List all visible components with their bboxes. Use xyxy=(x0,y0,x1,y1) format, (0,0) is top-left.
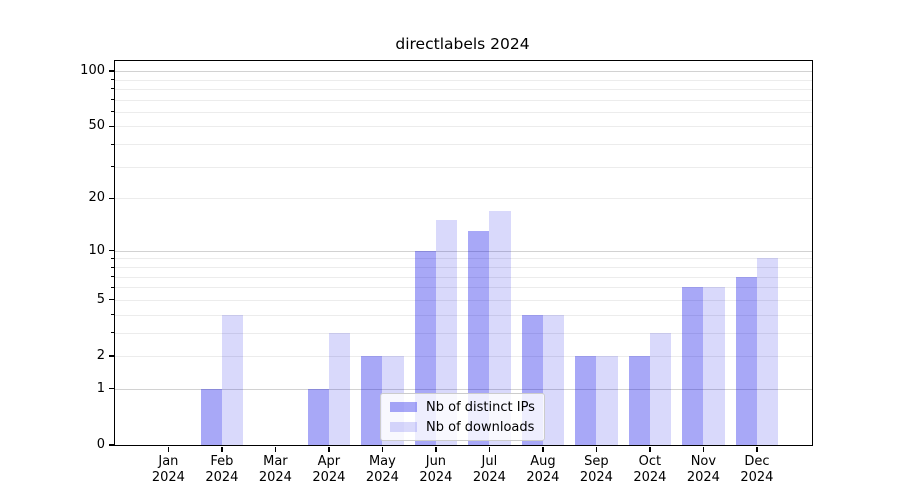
y-gridline xyxy=(115,144,812,146)
x-tick-mark xyxy=(381,446,384,452)
x-tick-mark xyxy=(274,446,277,452)
chart-title: directlabels 2024 xyxy=(395,35,530,53)
y-gridline xyxy=(115,287,812,289)
legend-label-downloads: Nb of downloads xyxy=(426,419,535,435)
y-gridline xyxy=(115,314,812,316)
y-tick-mark xyxy=(108,250,114,252)
bar-distinct-ips-feb xyxy=(200,388,222,445)
x-tick-mark xyxy=(756,446,758,452)
bar-downloads-feb xyxy=(221,314,244,445)
legend-row-distinct-ips: Nb of distinct IPs xyxy=(381,399,544,416)
y-minor-tick-mark xyxy=(110,143,114,145)
x-tick-label: Feb 2024 xyxy=(205,454,239,485)
y-tick-mark xyxy=(108,125,114,128)
y-gridline xyxy=(115,99,812,101)
y-tick-label: 100 xyxy=(80,63,105,78)
bar-downloads-nov xyxy=(703,287,725,445)
y-tick-label: 50 xyxy=(88,118,105,134)
y-gridline xyxy=(115,166,812,168)
bar-distinct-ips-sep xyxy=(575,356,597,445)
legend-label-distinct-ips: Nb of distinct IPs xyxy=(426,399,535,415)
x-tick-label: May 2024 xyxy=(365,454,399,485)
y-minor-tick-mark xyxy=(110,166,114,168)
x-tick-label: Jan 2024 xyxy=(151,454,185,485)
y-minor-tick-mark xyxy=(110,111,114,113)
x-tick-label: Jun 2024 xyxy=(419,454,453,485)
legend: Nb of distinct IPs Nb of downloads xyxy=(380,393,545,441)
legend-row-downloads: Nb of downloads xyxy=(381,419,544,436)
y-minor-tick-mark xyxy=(110,88,114,90)
bar-downloads-apr xyxy=(328,332,351,445)
y-tick-mark xyxy=(108,388,114,390)
y-gridline xyxy=(115,276,812,278)
x-tick-label: Mar 2024 xyxy=(258,454,292,485)
x-tick-label: Nov 2024 xyxy=(686,454,720,485)
y-gridline xyxy=(115,79,812,81)
bar-distinct-ips-may xyxy=(361,356,383,445)
y-gridline xyxy=(115,88,812,90)
bar-distinct-ips-jul xyxy=(468,231,490,445)
legend-swatch-downloads xyxy=(390,422,417,432)
y-tick-label: 20 xyxy=(88,190,105,206)
x-tick-mark xyxy=(702,446,705,452)
bar-downloads-dec xyxy=(756,258,779,445)
x-tick-mark xyxy=(221,446,223,452)
x-tick-label: Jul 2024 xyxy=(472,454,506,485)
bar-downloads-jul xyxy=(489,210,511,445)
y-gridline xyxy=(115,332,812,334)
y-tick-label: 10 xyxy=(88,242,105,258)
bar-downloads-oct xyxy=(649,332,672,445)
x-tick-mark xyxy=(435,446,437,452)
y-tick-label: 5 xyxy=(96,291,105,307)
y-gridline xyxy=(115,250,812,252)
y-gridline xyxy=(115,111,812,113)
y-gridline xyxy=(115,71,812,72)
y-minor-tick-mark xyxy=(110,99,114,101)
y-tick-label: 2 xyxy=(96,348,105,363)
x-tick-label: Sep 2024 xyxy=(579,454,613,485)
y-gridline xyxy=(115,388,812,390)
y-gridline xyxy=(115,258,812,260)
bar-distinct-ips-oct xyxy=(628,356,650,445)
y-tick-mark xyxy=(108,197,114,199)
y-tick-label: 1 xyxy=(96,380,105,396)
x-tick-label: Dec 2024 xyxy=(740,454,774,485)
y-minor-tick-mark xyxy=(110,257,114,259)
y-minor-tick-mark xyxy=(110,314,114,316)
plot-area: 0 1 2 5 10 20 50 100 Jan 2024 Feb 2024 Mar 2024 Apr 202… xyxy=(80,59,813,485)
legend-swatch-distinct-ips xyxy=(390,402,417,412)
y-minor-tick-mark xyxy=(110,79,114,80)
y-gridline xyxy=(115,299,812,301)
y-tick-label: 0 xyxy=(96,437,105,452)
y-gridline xyxy=(115,356,812,357)
bar-downloads-sep xyxy=(596,356,618,445)
y-minor-tick-mark xyxy=(110,332,114,334)
x-tick-mark xyxy=(328,446,330,452)
x-tick-mark xyxy=(167,446,170,452)
y-tick-mark xyxy=(108,444,114,446)
x-tick-mark xyxy=(542,446,544,452)
y-gridline xyxy=(115,267,812,268)
y-tick-mark xyxy=(108,299,114,301)
x-tick-mark xyxy=(649,446,651,452)
y-minor-tick-mark xyxy=(110,266,114,268)
bar-downloads-aug xyxy=(542,314,565,445)
x-tick-label: Aug 2024 xyxy=(526,454,560,485)
y-gridline xyxy=(115,126,812,128)
bar-distinct-ips-apr xyxy=(307,388,329,445)
y-gridline xyxy=(115,198,812,200)
bar-distinct-ips-dec xyxy=(735,276,757,445)
y-tick-mark xyxy=(108,355,114,357)
bar-distinct-ips-nov xyxy=(682,287,704,445)
y-minor-tick-mark xyxy=(110,276,114,277)
y-minor-tick-mark xyxy=(110,286,114,288)
y-tick-mark xyxy=(108,70,114,72)
x-tick-mark xyxy=(595,446,598,452)
x-tick-label: Apr 2024 xyxy=(312,454,346,485)
bar-downloads-jun xyxy=(435,220,458,445)
x-tick-label: Oct 2024 xyxy=(633,454,667,485)
x-tick-mark xyxy=(488,446,491,452)
